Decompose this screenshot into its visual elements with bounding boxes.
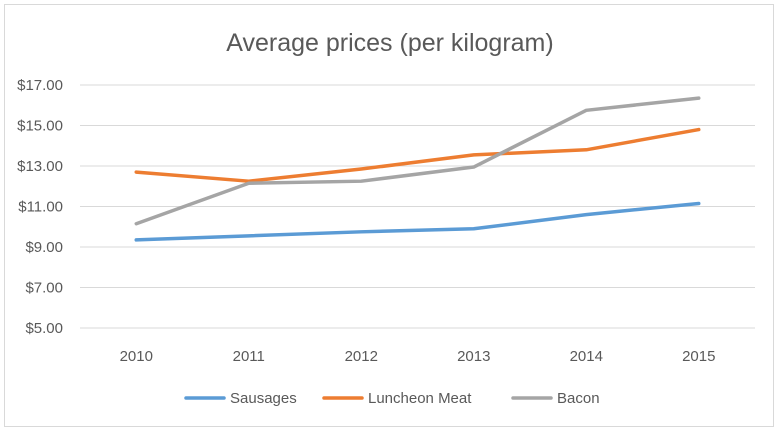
legend-label: Sausages [230, 390, 297, 407]
y-tick-label: $17.00 [17, 77, 63, 94]
gridlines [80, 84, 755, 329]
series-lines [134, 96, 701, 242]
x-axis-ticks: 2010 2011 2012 2013 2014 2015 [120, 348, 716, 365]
series-line-bacon [134, 96, 701, 226]
legend-label: Luncheon Meat [368, 390, 472, 407]
y-tick-label: $5.00 [25, 320, 63, 337]
y-tick-label: $13.00 [17, 158, 63, 175]
x-tick-label: 2010 [120, 348, 153, 365]
x-tick-label: 2015 [682, 348, 715, 365]
x-tick-label: 2013 [457, 348, 490, 365]
x-tick-label: 2011 [233, 348, 265, 365]
y-tick-label: $15.00 [17, 118, 63, 135]
series-line-luncheon-meat [134, 127, 701, 183]
chart-title: Average prices (per kilogram) [226, 29, 553, 57]
y-tick-label: $11.00 [18, 199, 63, 216]
series-line-sausages [134, 201, 701, 242]
x-tick-label: 2014 [570, 348, 603, 365]
y-tick-label: $9.00 [25, 239, 63, 256]
x-tick-label: 2012 [345, 348, 378, 365]
chart-frame [4, 4, 774, 427]
legend: Sausages Luncheon Meat Bacon [184, 390, 600, 407]
y-axis-ticks: $5.00 $7.00 $9.00 $11.00 $13.00 $15.00 $17.00 [17, 77, 63, 337]
legend-label: Bacon [557, 390, 600, 407]
y-tick-label: $7.00 [25, 280, 63, 297]
